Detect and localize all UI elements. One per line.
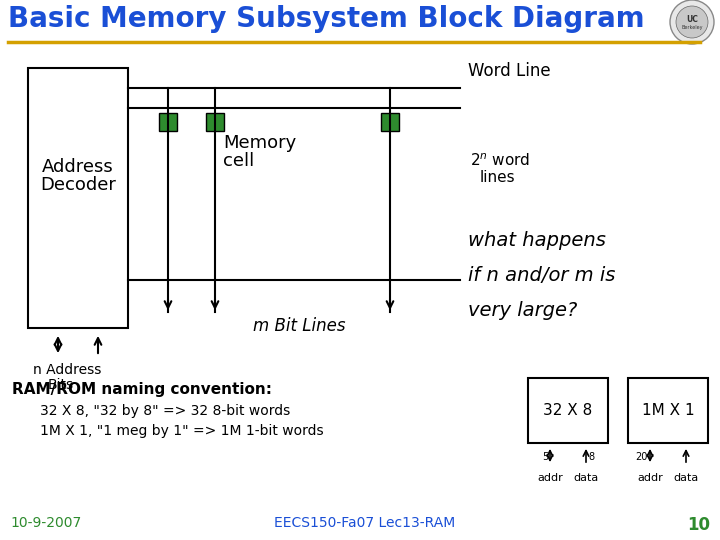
Text: data: data — [673, 473, 698, 483]
Text: 1M X 1: 1M X 1 — [642, 403, 694, 418]
Text: m Bit Lines: m Bit Lines — [253, 317, 346, 335]
Text: EECS150-Fa07 Lec13-RAM: EECS150-Fa07 Lec13-RAM — [274, 516, 456, 530]
Text: Berkeley: Berkeley — [681, 24, 703, 30]
Text: Address: Address — [42, 158, 114, 176]
Bar — [159, 113, 177, 131]
Text: $2^n$ word: $2^n$ word — [470, 152, 531, 168]
Bar — [28, 68, 128, 328]
Text: n Address: n Address — [33, 363, 102, 377]
Text: Bits: Bits — [48, 378, 74, 392]
Text: 10-9-2007: 10-9-2007 — [10, 516, 81, 530]
Text: 5: 5 — [541, 452, 548, 462]
Text: UC: UC — [686, 15, 698, 24]
Text: 1M X 1, "1 meg by 1" => 1M 1-bit words: 1M X 1, "1 meg by 1" => 1M 1-bit words — [40, 424, 323, 438]
Text: what happens: what happens — [468, 231, 606, 250]
Text: Memory: Memory — [223, 134, 296, 152]
Text: data: data — [573, 473, 598, 483]
Text: addr: addr — [537, 473, 563, 483]
Bar — [381, 113, 399, 131]
Text: 20: 20 — [636, 452, 648, 462]
Text: Basic Memory Subsystem Block Diagram: Basic Memory Subsystem Block Diagram — [8, 5, 644, 33]
Text: 10: 10 — [687, 516, 710, 534]
Text: addr: addr — [637, 473, 663, 483]
Text: Decoder: Decoder — [40, 176, 116, 194]
Circle shape — [676, 6, 708, 38]
Text: very large?: very large? — [468, 301, 577, 320]
Text: 32 X 8, "32 by 8" => 32 8-bit words: 32 X 8, "32 by 8" => 32 8-bit words — [40, 404, 290, 418]
Bar — [628, 378, 708, 443]
Text: cell: cell — [223, 152, 254, 170]
Bar — [528, 378, 608, 443]
Circle shape — [670, 0, 714, 44]
Bar — [206, 113, 224, 131]
Text: 32 X 8: 32 X 8 — [544, 403, 593, 418]
Text: if n and/or m is: if n and/or m is — [468, 266, 616, 285]
Text: 8: 8 — [588, 452, 594, 462]
Text: lines: lines — [480, 170, 516, 185]
Text: RAM/ROM naming convention:: RAM/ROM naming convention: — [12, 382, 272, 397]
Text: Word Line: Word Line — [468, 62, 551, 80]
